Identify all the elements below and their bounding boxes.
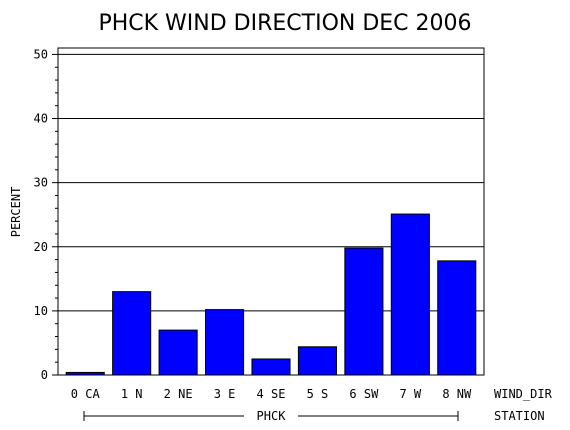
x-axis-tick-labels: 0 CA 1 N 2 NE 3 E 4 SE 5 S 6 SW 7 W 8 NW xyxy=(71,387,472,401)
bar-8-nw xyxy=(437,260,477,376)
bar-2-ne xyxy=(158,329,198,376)
x-tick-label: 7 W xyxy=(399,387,421,401)
bar-3-e xyxy=(205,309,245,376)
y-tick-label: 0 xyxy=(41,368,48,382)
y-tick-label: 10 xyxy=(34,304,48,318)
x-tick-label: 4 SE xyxy=(257,387,286,401)
x-tick-label: 6 SW xyxy=(349,387,379,401)
y-tick-label: 50 xyxy=(34,47,48,61)
bar-5-s xyxy=(297,346,337,376)
y-axis-label: PERCENT xyxy=(9,187,23,238)
station-group-label: PHCK xyxy=(257,409,287,423)
station-axis-label: STATION xyxy=(494,409,545,423)
x-tick-label: 1 N xyxy=(121,387,143,401)
x-tick-label: 8 NW xyxy=(442,387,472,401)
x-tick-label: 3 E xyxy=(214,387,236,401)
bar-7-w xyxy=(390,213,430,376)
bar-4-se xyxy=(251,358,291,376)
x-axis-label: WIND_DIR xyxy=(494,387,553,401)
bars-group xyxy=(65,213,477,376)
plot-frame xyxy=(57,47,485,376)
y-tick-label: 30 xyxy=(34,176,48,190)
y-tick-label: 40 xyxy=(34,112,48,126)
x-tick-label: 0 CA xyxy=(71,387,101,401)
y-axis-ticks: 0 10 20 30 40 50 xyxy=(34,47,58,382)
y-tick-label: 20 xyxy=(34,240,48,254)
x-tick-label: 5 S xyxy=(307,387,329,401)
chart-title: PHCK WIND DIRECTION DEC 2006 xyxy=(98,11,471,36)
bar-6-sw xyxy=(344,247,384,376)
x-tick-label: 2 NE xyxy=(164,387,193,401)
bar-1-n xyxy=(112,291,152,376)
station-bracket xyxy=(83,411,459,421)
